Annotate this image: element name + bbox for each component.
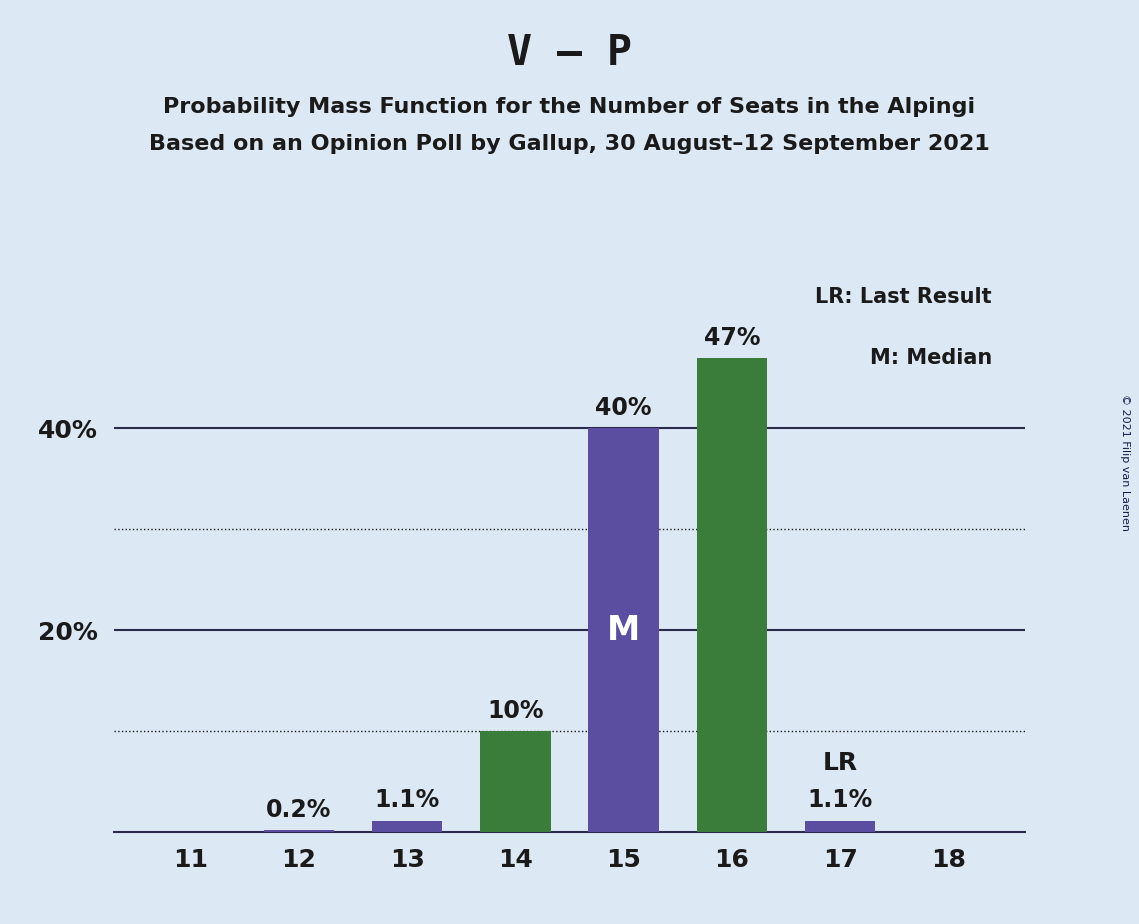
Text: © 2021 Filip van Laenen: © 2021 Filip van Laenen [1121, 394, 1130, 530]
Text: Based on an Opinion Poll by Gallup, 30 August–12 September 2021: Based on an Opinion Poll by Gallup, 30 A… [149, 134, 990, 154]
Text: Probability Mass Function for the Number of Seats in the Alpingi: Probability Mass Function for the Number… [163, 97, 976, 117]
Bar [481, 731, 550, 832]
Text: 10%: 10% [487, 699, 543, 723]
Text: 0.2%: 0.2% [267, 797, 331, 821]
Text: M: M [607, 614, 640, 647]
Bar [589, 429, 658, 832]
Text: LR: Last Result: LR: Last Result [816, 287, 992, 308]
Text: 1.1%: 1.1% [808, 788, 872, 812]
Text: 40%: 40% [596, 396, 652, 420]
Text: V – P: V – P [507, 32, 632, 74]
Bar [805, 821, 876, 832]
Text: LR: LR [822, 751, 858, 775]
Text: M: Median: M: Median [869, 347, 992, 368]
Bar [697, 358, 767, 832]
Text: 1.1%: 1.1% [375, 788, 440, 812]
Text: 47%: 47% [704, 326, 760, 350]
Bar [372, 821, 442, 832]
Bar [263, 830, 334, 832]
